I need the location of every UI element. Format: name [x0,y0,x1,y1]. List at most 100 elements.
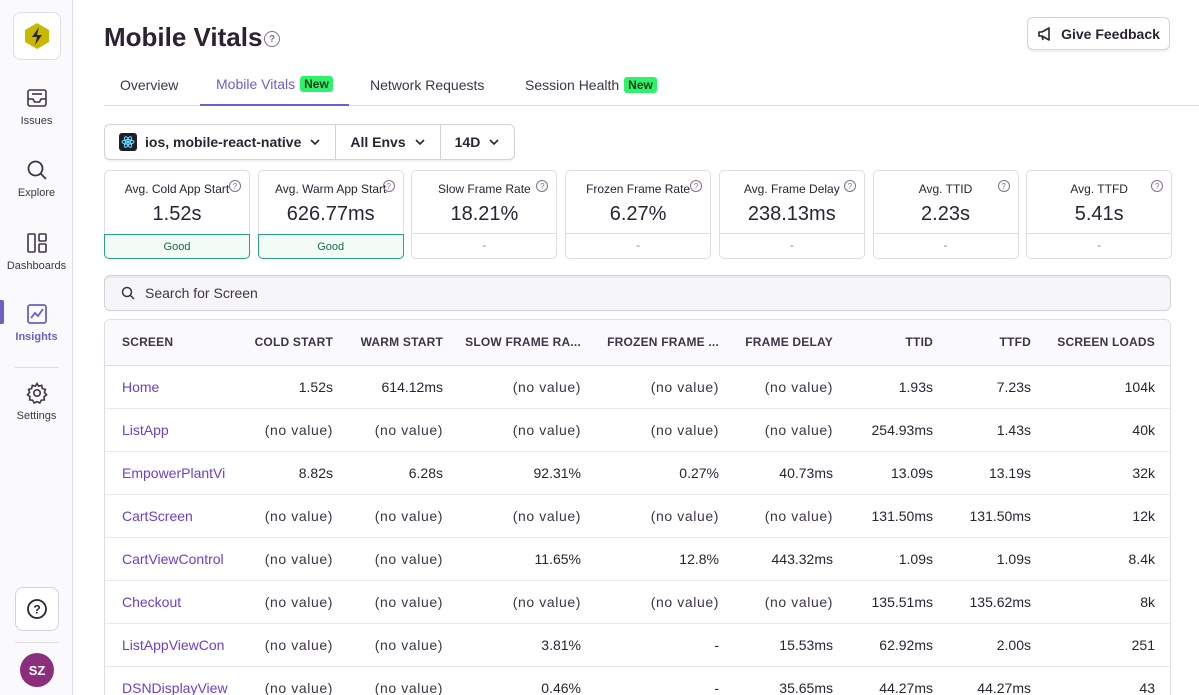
help-icon[interactable]: ? [843,180,856,192]
table-cell: (no value) [374,594,443,610]
metric-title: Avg. TTFD [1070,182,1128,196]
environment-selector[interactable]: All Envs [336,125,441,159]
column-header[interactable]: COLD START [254,335,333,349]
help-icon[interactable]: ? [1151,180,1164,192]
table-cell: 2.00s [996,637,1031,653]
help-icon[interactable]: ? [264,31,280,47]
table-cell: 8.82s [298,465,333,481]
react-icon [119,133,137,151]
metric-value: 1.52s [152,203,202,225]
table-cell: 251 [1131,637,1155,653]
table-cell: 40.73ms [779,465,833,481]
date-range-selector[interactable]: 14D [441,125,515,159]
table-cell: 3.81% [541,637,581,653]
sidebar-divider [15,367,59,368]
sidebar-item-insights[interactable]: Insights [0,302,73,343]
table-cell: (no value) [650,508,719,524]
table-cell: (no value) [512,594,581,610]
table-cell: 1.52s [298,379,333,395]
table-cell: (no value) [650,594,719,610]
column-header[interactable]: FROZEN FRAME ... [607,335,719,349]
tab-bar: Overview Mobile Vitals New Network Reques… [104,64,1199,106]
column-header[interactable]: SLOW FRAME RA... [465,335,581,349]
screen-link[interactable]: CartScreen [122,508,193,524]
screen-link[interactable]: ListAppViewCon [122,637,225,653]
new-badge: New [300,76,333,92]
table-cell: 40k [1132,422,1155,438]
metric-card: Frozen Frame Rate? 6.27% - [565,170,712,259]
metric-card: Avg. TTID? 2.23s - [872,170,1019,259]
screen-link[interactable]: Checkout [122,594,182,610]
tab-label: Mobile Vitals [216,76,296,92]
metric-status: - [1027,233,1172,258]
search-icon [25,158,49,182]
tab-overview[interactable]: Overview [104,64,194,106]
screen-link[interactable]: CartViewControl [122,551,224,567]
help-icon: ? [27,599,47,619]
sidebar-divider [15,642,59,643]
sidebar-item-label: Dashboards [6,260,67,272]
metric-card: Avg. TTFD? 5.41s - [1026,170,1173,259]
screen-link[interactable]: ListApp [122,422,169,438]
table-cell: (no value) [264,637,333,653]
sidebar-item-issues[interactable]: Issues [0,86,73,127]
tab-label: Overview [120,77,179,93]
column-header[interactable]: TTFD [999,335,1031,349]
give-feedback-button[interactable]: Give Feedback [1027,17,1170,50]
table-header: SCREEN COLD START WARM START SLOW FRAME RA.… [105,320,1170,366]
metric-status: Good [104,234,250,259]
search-input[interactable] [145,285,1045,301]
metric-status: - [719,233,864,258]
table-row: ListAppViewCon (no value) (no value) 3.81% -… [105,624,1170,667]
tab-session-health[interactable]: Session Health New [509,64,673,106]
project-selector[interactable]: ios, mobile-react-native [105,125,337,159]
active-indicator [0,300,4,324]
table-cell: 104k [1124,379,1155,395]
help-icon[interactable]: ? [690,180,703,192]
screen-link[interactable]: EmpowerPlantVi [122,465,226,481]
help-icon[interactable]: ? [536,180,549,192]
help-icon[interactable]: ? [997,180,1010,192]
metric-value: 2.23s [921,203,970,225]
sidebar-item-explore[interactable]: Explore [0,158,73,199]
tab-mobile-vitals[interactable]: Mobile Vitals New [200,64,349,106]
column-header[interactable]: FRAME DELAY [745,335,833,349]
table-cell: 12k [1132,508,1155,524]
help-button[interactable]: ? [15,587,59,631]
svg-text:?: ? [33,603,40,617]
screen-link[interactable]: DSNDisplayView [122,680,228,695]
gear-icon [25,381,49,405]
table-body: Home 1.52s 614.12ms (no value) (no value) (no… [105,366,1170,695]
table-row: ListApp (no value) (no value) (no value) (no… [105,409,1170,452]
avatar[interactable]: SZ [20,653,54,687]
table-cell: - [714,637,719,653]
table-row: DSNDisplayView (no value) (no value) 0.46% -… [105,667,1170,695]
tab-label: Network Requests [370,77,485,93]
help-icon[interactable]: ? [229,180,241,192]
table-cell: (no value) [764,422,833,438]
table-row: CartViewControl (no value) (no value) 11.65… [105,538,1170,581]
tab-network-requests[interactable]: Network Requests [354,64,500,106]
help-icon[interactable]: ? [382,180,395,192]
table-cell: (no value) [264,508,333,524]
environment-selector-label: All Envs [350,134,406,150]
table-cell: 92.31% [533,465,581,481]
metric-card: Slow Frame Rate? 18.21% - [411,170,558,259]
org-logo[interactable] [13,12,61,60]
column-header[interactable]: WARM START [360,335,443,349]
table-cell: 43 [1139,680,1155,695]
screen-link[interactable]: Home [122,379,160,395]
table-cell: 7.23s [996,379,1031,395]
table-cell: 13.19s [988,465,1031,481]
table-cell: (no value) [374,637,443,653]
column-header[interactable]: SCREEN LOADS [1057,335,1155,349]
column-header[interactable]: TTID [905,335,933,349]
screen-search [104,275,1171,311]
sidebar: Issues Explore Dashboards Insights Setti… [0,0,73,695]
column-header[interactable]: SCREEN [122,335,174,349]
sidebar-item-settings[interactable]: Settings [0,381,73,422]
new-badge: New [624,77,657,93]
page-filter-bar: ios, mobile-react-native All Envs 14D [104,124,516,160]
give-feedback-label: Give Feedback [1061,25,1160,42]
sidebar-item-dashboards[interactable]: Dashboards [0,231,73,272]
